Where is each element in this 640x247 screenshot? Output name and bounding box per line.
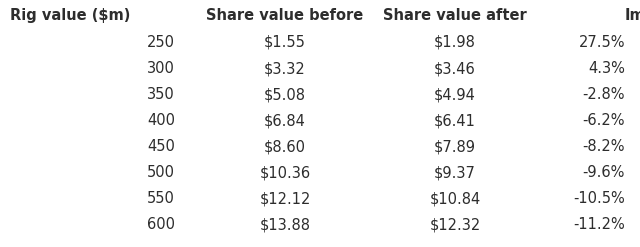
Text: $13.88: $13.88 bbox=[259, 217, 310, 232]
Text: $7.89: $7.89 bbox=[434, 139, 476, 154]
Text: 600: 600 bbox=[147, 217, 175, 232]
Text: $3.32: $3.32 bbox=[264, 61, 306, 76]
Text: 27.5%: 27.5% bbox=[579, 35, 625, 50]
Text: $12.32: $12.32 bbox=[429, 217, 481, 232]
Text: $6.84: $6.84 bbox=[264, 113, 306, 128]
Text: $3.46: $3.46 bbox=[434, 61, 476, 76]
Text: 400: 400 bbox=[147, 113, 175, 128]
Text: $10.84: $10.84 bbox=[429, 191, 481, 206]
Text: -10.5%: -10.5% bbox=[573, 191, 625, 206]
Text: -6.2%: -6.2% bbox=[582, 113, 625, 128]
Text: -11.2%: -11.2% bbox=[573, 217, 625, 232]
Text: $8.60: $8.60 bbox=[264, 139, 306, 154]
Text: 350: 350 bbox=[147, 87, 175, 102]
Text: $1.55: $1.55 bbox=[264, 35, 306, 50]
Text: 250: 250 bbox=[147, 35, 175, 50]
Text: $4.94: $4.94 bbox=[434, 87, 476, 102]
Text: $5.08: $5.08 bbox=[264, 87, 306, 102]
Text: $10.36: $10.36 bbox=[259, 165, 310, 180]
Text: Rig value ($m): Rig value ($m) bbox=[10, 8, 131, 23]
Text: Share value before: Share value before bbox=[206, 8, 364, 23]
Text: 550: 550 bbox=[147, 191, 175, 206]
Text: $6.41: $6.41 bbox=[434, 113, 476, 128]
Text: -8.2%: -8.2% bbox=[582, 139, 625, 154]
Text: Share value after: Share value after bbox=[383, 8, 527, 23]
Text: $9.37: $9.37 bbox=[434, 165, 476, 180]
Text: 300: 300 bbox=[147, 61, 175, 76]
Text: $1.98: $1.98 bbox=[434, 35, 476, 50]
Text: Impact: Impact bbox=[625, 8, 640, 23]
Text: -2.8%: -2.8% bbox=[582, 87, 625, 102]
Text: 4.3%: 4.3% bbox=[588, 61, 625, 76]
Text: 500: 500 bbox=[147, 165, 175, 180]
Text: 450: 450 bbox=[147, 139, 175, 154]
Text: -9.6%: -9.6% bbox=[582, 165, 625, 180]
Text: $12.12: $12.12 bbox=[259, 191, 310, 206]
